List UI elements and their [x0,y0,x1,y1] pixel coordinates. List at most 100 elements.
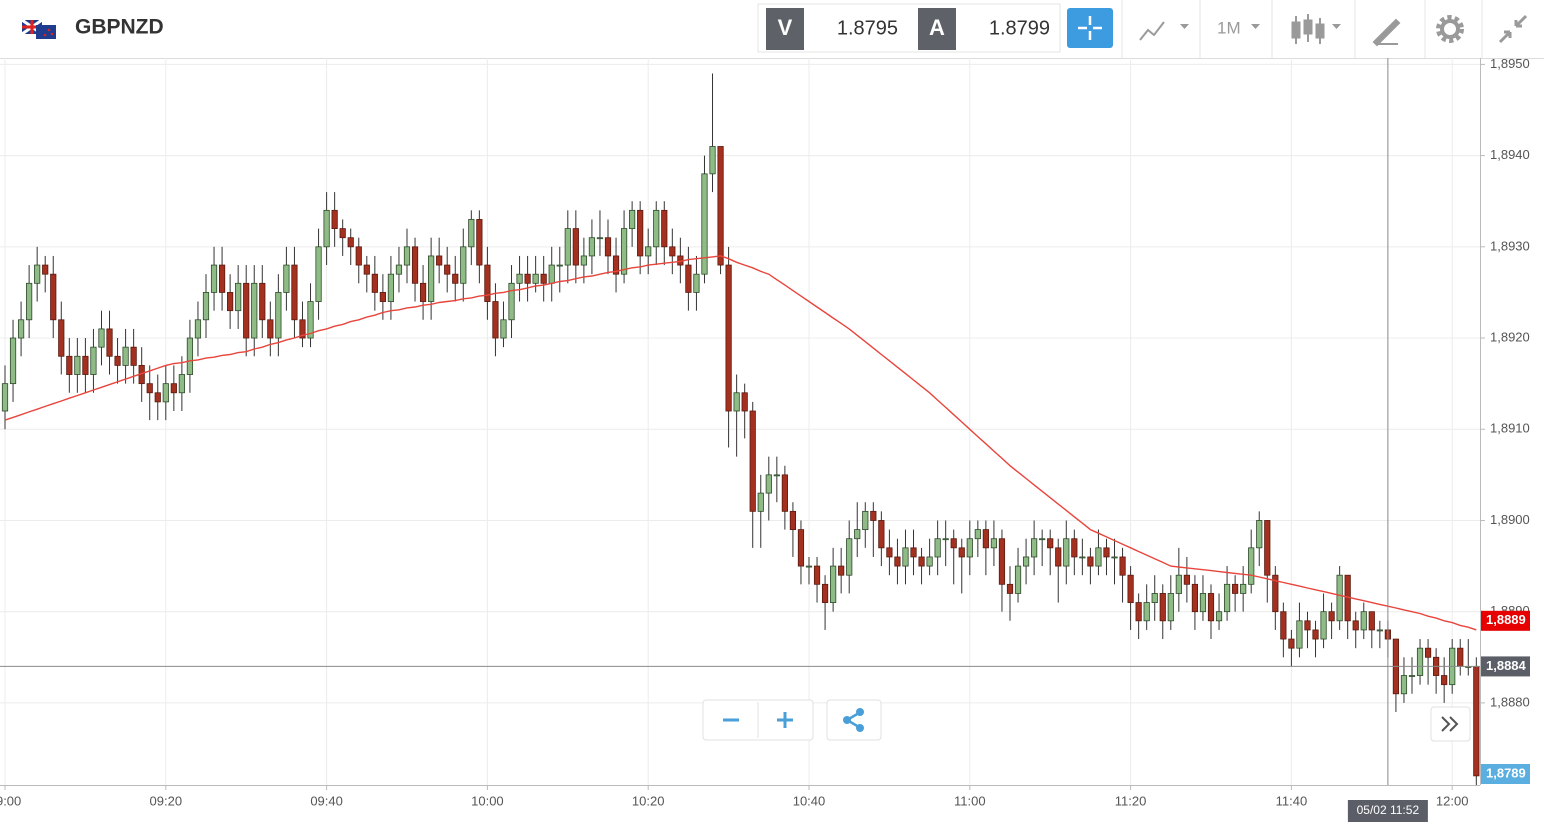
chart-type-button[interactable] [1291,14,1341,44]
candle-body [926,556,933,567]
candle-body [90,346,97,375]
candle-body [347,237,354,248]
candle-body [283,264,290,293]
candle-body [428,255,435,302]
price-tag [1481,656,1530,677]
scroll-end-button[interactable] [1430,706,1471,742]
candle-body [1207,593,1215,622]
candle-body [1320,611,1327,640]
candle-body [717,146,724,266]
candle-body [1143,602,1150,622]
candle-body [403,246,411,266]
candle-body [26,282,33,321]
candle-body [1264,520,1271,576]
candle-body [733,392,740,412]
crosshair-time: 05/02 11:52 [1357,803,1420,817]
x-tick-label: 11:20 [1115,793,1147,808]
candle-body [532,273,539,284]
candle-body [339,228,346,239]
zoom-controls [702,699,814,741]
candle-body [379,292,386,302]
candle-body [34,264,41,284]
candle-body [315,246,322,302]
indicator-button[interactable] [1139,21,1189,41]
candle-body [74,355,81,375]
y-tick-label: 1,8920 [1490,329,1530,344]
candle-body [757,492,764,512]
timeframe[interactable]: 1M [1217,18,1241,37]
candle-body [661,209,668,248]
candle-body [1167,593,1174,622]
candle-body [821,583,829,603]
candle-body [524,273,531,284]
candle-body [870,510,877,521]
settings-button[interactable] [1436,15,1464,43]
candle-body [1087,556,1094,567]
candle-body [990,538,998,549]
candle-body [371,273,378,293]
candle-body [1191,583,1199,613]
candle-body [620,228,628,275]
price-tag-label: 1,8884 [1486,658,1527,673]
candle-body [910,547,917,558]
candle-body [669,246,676,257]
candle-body [653,209,660,248]
crosshair-button[interactable] [1067,8,1113,48]
candle-body [331,209,338,229]
candle-body [452,273,459,284]
candle-body [725,264,732,412]
candle-body [813,565,821,585]
candle-body [387,273,395,302]
x-tick-label: 11:00 [954,793,986,808]
candle-body [685,264,692,293]
x-tick-label: 10:20 [632,793,665,808]
candle-body [556,264,563,267]
candle-body [114,355,121,366]
candle-body [693,273,700,293]
candle-body [1055,547,1062,567]
candle-body [1022,556,1030,567]
candle-body [765,474,772,494]
collapse-button[interactable] [1498,14,1528,44]
ema-line [4,255,1477,631]
candle-body [1256,520,1263,549]
candle-body [773,474,780,477]
ask-button[interactable] [918,8,956,50]
y-tick-label: 1,8900 [1490,512,1530,527]
candle-body [186,337,194,375]
symbol: GBPNZD [75,16,164,39]
candle-body [1031,538,1038,558]
zoom-in[interactable] [777,712,793,728]
candle-body [1360,611,1367,631]
candle-body [500,319,507,339]
candle-body [411,246,419,284]
bid-price: 1.8795 [837,17,898,39]
price-tag [1481,764,1530,784]
share-button[interactable] [826,699,882,741]
flag [21,18,56,39]
candle-body [492,301,499,339]
ask-price: 1.8799 [989,17,1050,39]
candle-body [307,301,314,339]
candle-body [854,529,861,540]
candle-body [42,264,49,275]
candle-body [355,246,362,266]
candle-body [1071,538,1078,558]
candle-body [58,319,65,357]
candle-body [789,510,797,530]
candle-body [1151,593,1158,603]
candle-body [1223,583,1231,613]
candle-body [1175,574,1182,594]
candle-body [1457,647,1464,667]
bid-button[interactable] [766,8,804,50]
candle-body [323,209,330,248]
crosshair-time-tag [1347,800,1428,822]
x-tick-label: 09:20 [150,793,183,808]
candle-body [1079,556,1086,559]
candle-body [1441,675,1448,686]
draw-button[interactable] [1372,18,1401,47]
candle-body [154,392,161,403]
candle-body [1232,583,1239,594]
